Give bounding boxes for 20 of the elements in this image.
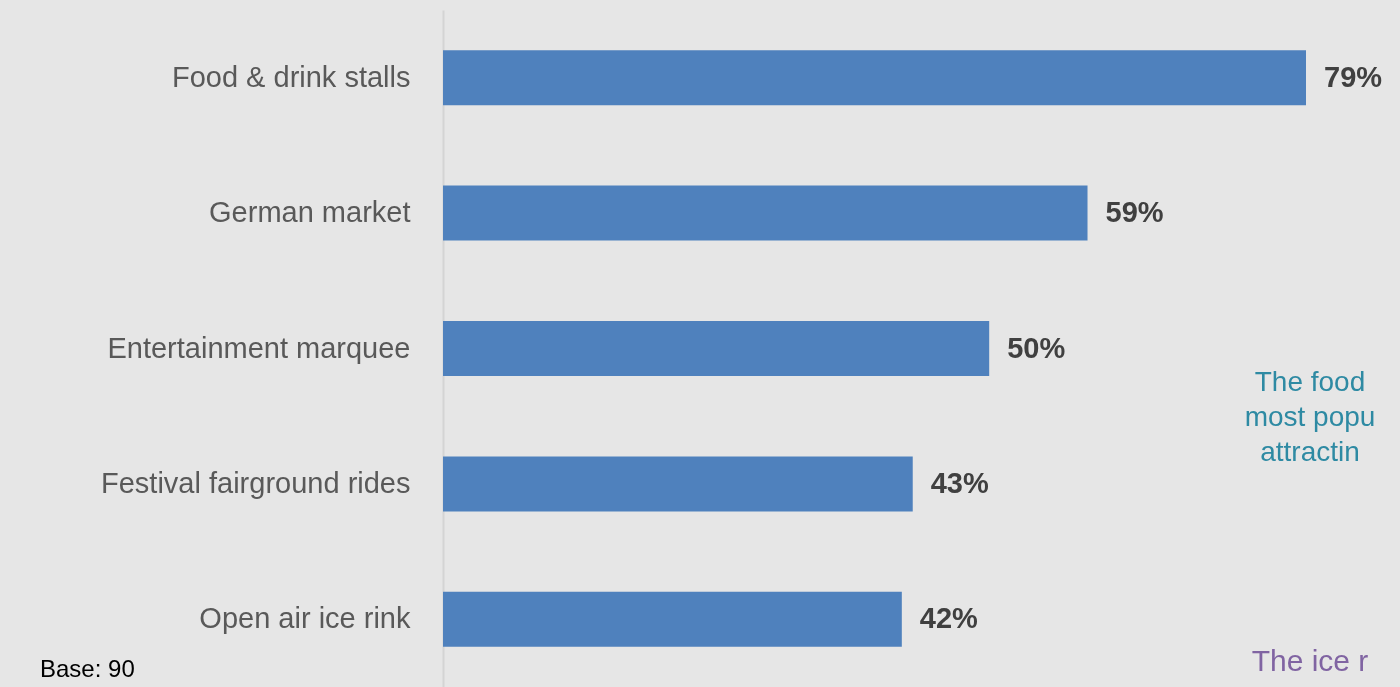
data-label: 43%	[930, 466, 989, 499]
y-tick-label: Festival fairground rides	[101, 466, 411, 499]
annotation: most popu	[1244, 401, 1376, 432]
bar	[443, 185, 1088, 241]
data-label: 42%	[919, 602, 979, 635]
annotation: The ice r	[1251, 644, 1369, 677]
annotation: The food	[1254, 366, 1366, 397]
y-tick-label: Food & drink stalls	[171, 60, 411, 93]
annotation: attractin	[1260, 436, 1360, 467]
bar	[443, 321, 990, 376]
data-label: 50%	[1007, 331, 1066, 364]
bar	[443, 456, 913, 512]
bar	[443, 591, 902, 647]
text: Base: 90	[40, 655, 135, 682]
y-tick-label: Open air ice rink	[199, 602, 411, 635]
y-tick-label: German market	[209, 196, 411, 229]
data-label: 59%	[1105, 196, 1164, 229]
y-tick-label: Entertainment marquee	[107, 331, 411, 364]
bar	[443, 50, 1306, 106]
data-label: 79%	[1324, 60, 1383, 93]
